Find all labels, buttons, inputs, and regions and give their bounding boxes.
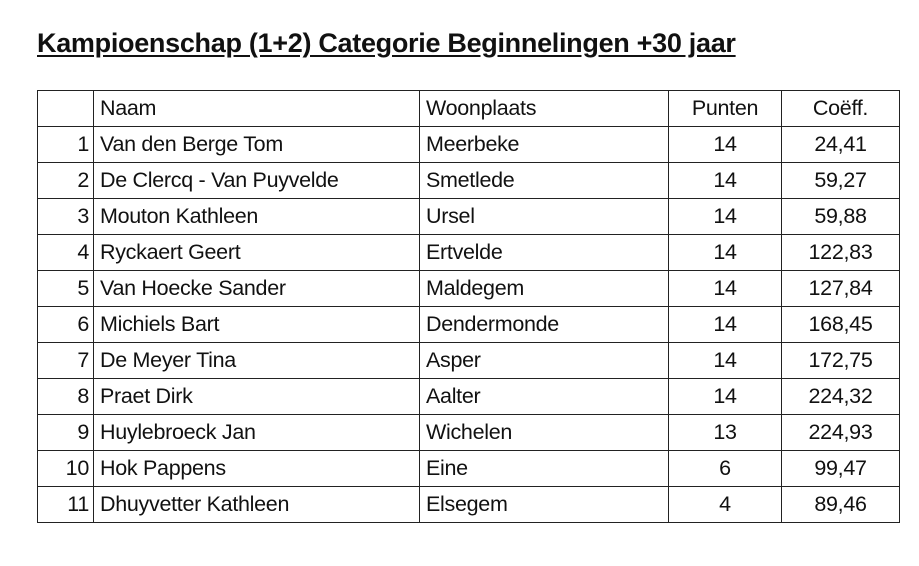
ranking-table: Naam Woonplaats Punten Coëff. 1 Van den B… <box>37 90 900 523</box>
page-title: Kampioenschap (1+2) Categorie Beginnelin… <box>37 28 736 58</box>
punten-cell: 14 <box>668 270 782 307</box>
naam-cell: Hok Pappens <box>93 450 420 487</box>
table-row: 1 Van den Berge Tom Meerbeke 14 24,41 <box>37 126 900 163</box>
punten-cell: 14 <box>668 306 782 343</box>
coeff-cell: 99,47 <box>781 450 900 487</box>
table-row: 5 Van Hoecke Sander Maldegem 14 127,84 <box>37 270 900 307</box>
naam-cell: De Clercq - Van Puyvelde <box>93 162 420 199</box>
rank-cell: 11 <box>37 486 94 523</box>
rank-cell: 10 <box>37 450 94 487</box>
woonplaats-cell: Aalter <box>419 378 669 415</box>
woonplaats-cell: Dendermonde <box>419 306 669 343</box>
punten-cell: 14 <box>668 342 782 379</box>
table-row: 8 Praet Dirk Aalter 14 224,32 <box>37 378 900 415</box>
punten-cell: 13 <box>668 414 782 451</box>
coeff-cell: 122,83 <box>781 234 900 271</box>
naam-cell: Ryckaert Geert <box>93 234 420 271</box>
coeff-cell: 172,75 <box>781 342 900 379</box>
punten-cell: 14 <box>668 198 782 235</box>
rank-cell: 7 <box>37 342 94 379</box>
woonplaats-cell: Ursel <box>419 198 669 235</box>
coeff-cell: 89,46 <box>781 486 900 523</box>
coeff-cell: 127,84 <box>781 270 900 307</box>
woonplaats-cell: Asper <box>419 342 669 379</box>
punten-cell: 14 <box>668 126 782 163</box>
woonplaats-cell: Ertvelde <box>419 234 669 271</box>
rank-cell: 5 <box>37 270 94 307</box>
header-punten: Punten <box>668 90 782 127</box>
coeff-cell: 59,88 <box>781 198 900 235</box>
header-rank <box>37 90 94 127</box>
naam-cell: De Meyer Tina <box>93 342 420 379</box>
coeff-cell: 224,93 <box>781 414 900 451</box>
coeff-cell: 59,27 <box>781 162 900 199</box>
punten-cell: 14 <box>668 378 782 415</box>
naam-cell: Van Hoecke Sander <box>93 270 420 307</box>
woonplaats-cell: Smetlede <box>419 162 669 199</box>
table-row: 6 Michiels Bart Dendermonde 14 168,45 <box>37 306 900 343</box>
naam-cell: Huylebroeck Jan <box>93 414 420 451</box>
table-row: 2 De Clercq - Van Puyvelde Smetlede 14 59,27 <box>37 162 900 199</box>
table-row: 10 Hok Pappens Eine 6 99,47 <box>37 450 900 487</box>
naam-cell: Dhuyvetter Kathleen <box>93 486 420 523</box>
punten-cell: 14 <box>668 234 782 271</box>
naam-cell: Michiels Bart <box>93 306 420 343</box>
coeff-cell: 224,32 <box>781 378 900 415</box>
header-naam: Naam <box>93 90 420 127</box>
rank-cell: 8 <box>37 378 94 415</box>
rank-cell: 2 <box>37 162 94 199</box>
table-row: 4 Ryckaert Geert Ertvelde 14 122,83 <box>37 234 900 271</box>
punten-cell: 4 <box>668 486 782 523</box>
table-header-row: Naam Woonplaats Punten Coëff. <box>37 90 900 127</box>
table-row: 7 De Meyer Tina Asper 14 172,75 <box>37 342 900 379</box>
header-coeff: Coëff. <box>781 90 900 127</box>
woonplaats-cell: Elsegem <box>419 486 669 523</box>
rank-cell: 3 <box>37 198 94 235</box>
woonplaats-cell: Eine <box>419 450 669 487</box>
woonplaats-cell: Meerbeke <box>419 126 669 163</box>
table-row: 3 Mouton Kathleen Ursel 14 59,88 <box>37 198 900 235</box>
table-row: 11 Dhuyvetter Kathleen Elsegem 4 89,46 <box>37 486 900 523</box>
rank-cell: 9 <box>37 414 94 451</box>
coeff-cell: 24,41 <box>781 126 900 163</box>
woonplaats-cell: Wichelen <box>419 414 669 451</box>
naam-cell: Praet Dirk <box>93 378 420 415</box>
rank-cell: 4 <box>37 234 94 271</box>
naam-cell: Mouton Kathleen <box>93 198 420 235</box>
coeff-cell: 168,45 <box>781 306 900 343</box>
rank-cell: 6 <box>37 306 94 343</box>
rank-cell: 1 <box>37 126 94 163</box>
header-woonplaats: Woonplaats <box>419 90 669 127</box>
punten-cell: 6 <box>668 450 782 487</box>
woonplaats-cell: Maldegem <box>419 270 669 307</box>
naam-cell: Van den Berge Tom <box>93 126 420 163</box>
table-row: 9 Huylebroeck Jan Wichelen 13 224,93 <box>37 414 900 451</box>
punten-cell: 14 <box>668 162 782 199</box>
